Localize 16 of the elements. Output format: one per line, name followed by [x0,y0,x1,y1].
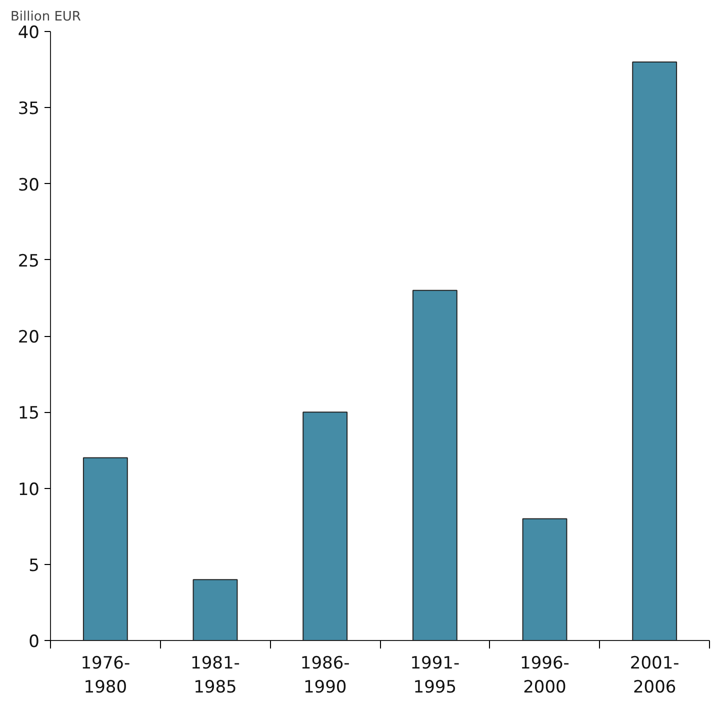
x-tick-label: 1991- 1995 [410,654,460,698]
y-tick-label: 35 [18,99,40,120]
x-tick-label: 1981- 1985 [190,654,240,698]
y-tick-label: 40 [18,23,40,43]
y-tick-label: 10 [18,480,40,500]
x-tick-label: 2001- 2006 [630,654,680,698]
y-tick-label: 5 [28,556,40,576]
x-tick-label: 1996- 2000 [520,654,570,698]
y-axis-title: Billion EUR [10,10,81,24]
y-tick-label: 30 [18,175,40,196]
y-tick-label: 0 [28,632,40,652]
y-tick-label: 25 [18,251,40,272]
x-tick-label: 1986- 1990 [300,654,350,698]
x-tick-label: 1976- 1980 [80,654,130,698]
y-tick-label: 15 [18,404,40,424]
y-tick-label: 20 [18,328,40,348]
